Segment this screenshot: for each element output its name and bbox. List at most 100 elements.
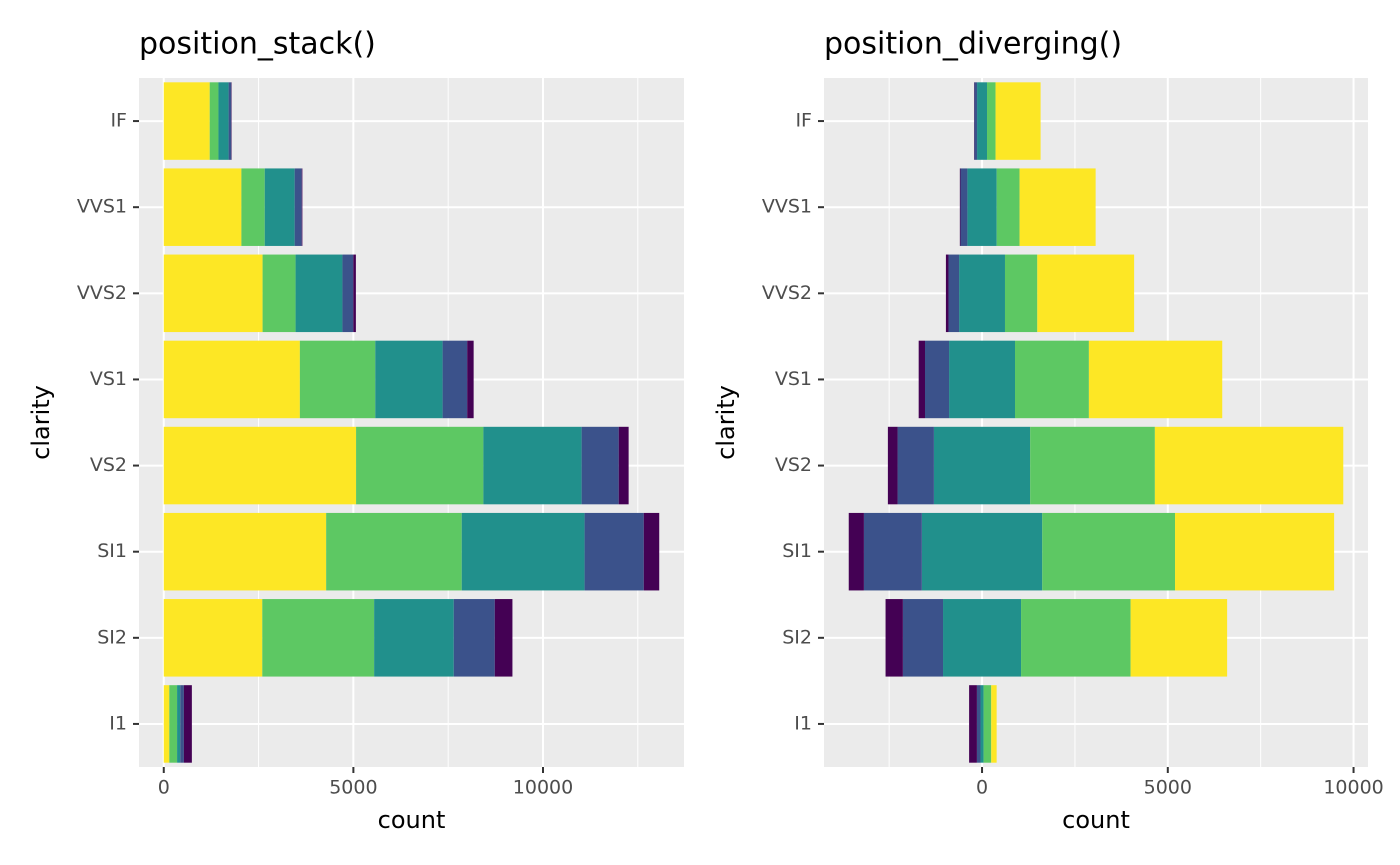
bar-segment [180,685,184,763]
bar-segment [848,512,864,591]
x-tick-label: 0 [158,777,170,799]
bar-segment [897,426,934,505]
bar-segment [945,254,949,333]
bar-segment [924,340,950,419]
bar-segment [453,599,495,677]
x-tick-label: 0 [976,777,988,799]
x-tick-label: 5000 [1144,777,1192,799]
bar-segment [921,512,1043,591]
y-tick-label: VS1 [90,368,127,390]
y-tick-label: VVS2 [77,282,127,304]
bar-segment [183,685,192,763]
bar-segment [1019,168,1096,246]
bar-segment [996,168,1020,246]
bar-segment [353,254,356,333]
bar-segment [163,168,242,246]
y-axis-title: clarity [712,385,740,460]
bar-segment [918,340,925,419]
bar-segment [991,685,997,763]
bar-segment [209,82,219,160]
bar-segment [943,599,1022,677]
bar-segment [967,168,997,246]
bar-segment [163,512,327,591]
x-tick-label: 5000 [329,777,377,799]
bar-segment [1030,426,1155,505]
bar-segment [887,426,898,505]
bar-segment [163,82,210,160]
bar-segment [902,599,944,677]
y-axis-title: clarity [27,385,55,460]
bar-segment [342,254,354,333]
bar-segment [995,82,1041,160]
bar-segment [960,168,968,246]
y-tick-label: SI1 [782,540,812,562]
bar-segment [987,82,996,160]
bar-segment [977,82,988,160]
bar-segment [163,426,357,505]
bar-segment [983,685,992,763]
bar-segment [1130,599,1228,677]
bar-segment [163,254,263,333]
bar-segment [442,340,468,419]
chart-title: position_diverging() [824,27,1122,62]
bar-segment [295,254,343,333]
bar-segment [1037,254,1135,333]
y-tick-label: IF [110,110,127,132]
bar-segment [1021,599,1131,677]
bar-segment [933,426,1031,505]
bar-segment [461,512,585,591]
bar-segment [169,685,178,763]
x-axis-title: count [1062,806,1130,834]
bar-segment [294,168,302,246]
bar-segment [1154,426,1344,505]
bar-segment [581,426,619,505]
bar-segment [264,168,295,246]
y-tick-label: VS2 [775,454,812,476]
x-tick-label: 10000 [1323,777,1383,799]
y-tick-label: VVS2 [762,282,812,304]
bar-segment [1042,512,1176,591]
bar-segment [1088,340,1223,419]
y-tick-label: SI2 [97,626,127,648]
bar-segment [949,340,1016,419]
y-tick-label: IF [795,110,812,132]
bar-segment [299,340,376,419]
y-tick-label: SI2 [782,626,812,648]
bar-segment [494,599,513,677]
bar-segment [1015,340,1089,419]
bar-segment [301,168,303,246]
bar-segment [375,340,443,419]
bar-segment [326,512,462,591]
bar-segment [262,599,375,677]
bar-segment [177,685,181,763]
y-tick-label: VS2 [90,454,127,476]
y-tick-label: VVS1 [77,196,127,218]
bar-segment [262,254,296,333]
bar-segment [163,340,300,419]
bar-segment [218,82,229,160]
bar-segment [976,685,981,763]
bar-segment [1004,254,1038,333]
bar-segment [163,685,170,763]
bar-segment [356,426,484,505]
y-tick-label: VS1 [775,368,812,390]
bar-segment [959,254,1005,333]
bar-segment [228,82,232,160]
chart-title: position_stack() [139,27,376,62]
y-tick-label: SI1 [97,540,127,562]
bar-segment [980,685,984,763]
bar-segment [863,512,922,591]
bar-segment [467,340,474,419]
y-tick-label: I1 [794,712,812,734]
bar-segment [969,685,977,763]
bar-segment [241,168,265,246]
bar-segment [374,599,454,677]
bar-segment [974,82,978,160]
bar-segment [643,512,660,591]
bar-segment [618,426,629,505]
y-tick-label: VVS1 [762,196,812,218]
y-tick-label: I1 [109,712,127,734]
bar-segment [959,168,961,246]
x-axis-title: count [378,806,446,834]
